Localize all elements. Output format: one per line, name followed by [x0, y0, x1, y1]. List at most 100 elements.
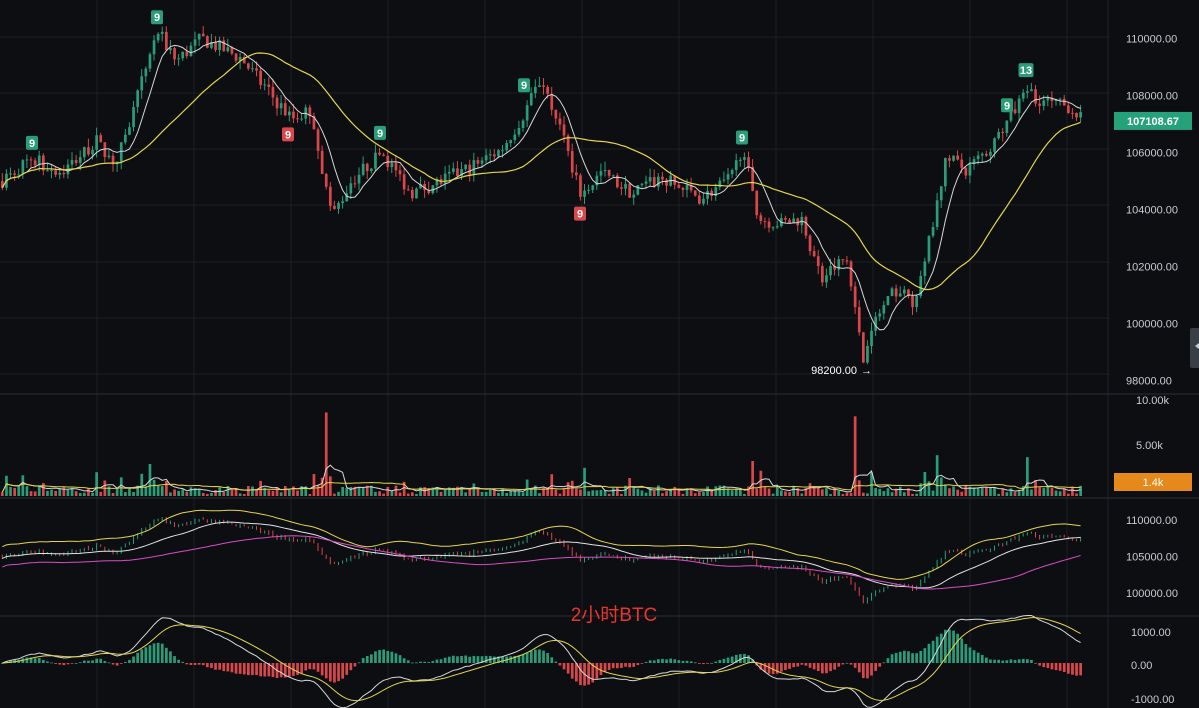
candle-down	[907, 289, 910, 296]
candle-up	[1079, 112, 1082, 118]
macd-bar	[1030, 659, 1033, 663]
volume-bar	[296, 490, 299, 496]
volume-bar	[898, 486, 902, 496]
volume-bar	[394, 485, 398, 496]
macd-bar	[915, 653, 918, 663]
candle-down	[62, 172, 66, 175]
candle-down	[894, 288, 898, 297]
volume-bar	[775, 485, 779, 496]
candle-up	[341, 201, 344, 204]
macd-bar	[948, 629, 951, 663]
candle-up	[648, 177, 652, 182]
volume-bar	[903, 492, 906, 496]
volume-bar	[210, 492, 213, 496]
macd-bar	[898, 651, 902, 663]
macd-bar	[283, 663, 287, 678]
candle-down	[324, 173, 328, 187]
macd-bar	[624, 663, 627, 667]
macd-bar	[767, 663, 771, 674]
macd-bar	[509, 656, 513, 663]
macd-bar	[78, 662, 82, 664]
candle-up	[472, 160, 476, 175]
candle-up	[17, 174, 21, 176]
volume-bar	[357, 487, 361, 496]
candle-up	[279, 103, 283, 109]
candle-up	[968, 163, 972, 176]
volume-bar	[878, 488, 882, 496]
volume-bar	[1046, 485, 1050, 496]
candle-up	[734, 160, 738, 171]
candle-up	[538, 85, 541, 87]
macd-bar	[1046, 663, 1050, 669]
candle-up	[919, 276, 923, 297]
volume-bar	[689, 488, 693, 496]
macd-bar	[652, 660, 656, 663]
candle-up	[726, 174, 730, 180]
volume-axis-tick: 5.00k	[1136, 440, 1163, 452]
macd-bar	[267, 663, 271, 677]
volume-bar	[119, 477, 123, 496]
macd-bar	[1071, 663, 1074, 675]
macd-bar	[726, 657, 730, 663]
td-marker-up	[26, 135, 38, 150]
macd-bar	[324, 663, 328, 679]
macd-bar	[300, 663, 303, 674]
volume-bar	[406, 493, 410, 496]
volume-bar	[862, 492, 865, 496]
candle-up	[1009, 109, 1013, 121]
candle-down	[456, 168, 459, 176]
volume-bar	[759, 470, 763, 496]
macd-bar	[784, 663, 787, 671]
candle-down	[816, 256, 820, 267]
candle-up	[1042, 100, 1046, 106]
macd-bar	[669, 658, 672, 663]
volume-bar	[952, 486, 955, 496]
candle-down	[320, 150, 324, 174]
candle-down	[1034, 89, 1037, 104]
volume-bar	[685, 488, 689, 496]
macd-bar	[939, 633, 943, 663]
volume-bar	[698, 492, 701, 496]
candle-down	[808, 235, 812, 252]
candle-up	[583, 190, 586, 197]
candle-up	[95, 135, 98, 150]
candle-down	[554, 109, 558, 119]
candle-up	[792, 218, 795, 224]
candle-down	[542, 85, 545, 87]
candle-down	[185, 51, 189, 57]
macd-bar	[710, 662, 713, 664]
candle-up	[9, 173, 12, 175]
volume-bar	[1075, 493, 1078, 496]
volume-bar	[730, 490, 734, 496]
volume-bar	[497, 493, 500, 496]
macd-bar	[107, 662, 111, 664]
candle-up	[505, 143, 508, 151]
macd-bar	[661, 658, 664, 663]
macd-bar	[1042, 663, 1046, 668]
candle-down	[1062, 98, 1066, 106]
volume-bar	[58, 488, 62, 496]
candle-down	[1001, 131, 1005, 134]
candle-down	[493, 154, 496, 157]
candle-down	[689, 184, 693, 191]
volume-bar	[644, 492, 648, 496]
price-scale-handle[interactable]	[1190, 328, 1199, 368]
candle-down	[628, 183, 631, 198]
macd-bar	[513, 655, 517, 663]
volume-bar	[206, 493, 209, 496]
volume-bar	[529, 488, 533, 496]
macd-bar	[821, 663, 824, 674]
macd-bar	[673, 659, 677, 663]
volume-bar	[390, 490, 394, 496]
macd-bar	[825, 663, 828, 674]
candle-up	[722, 179, 726, 181]
candle-up	[730, 170, 734, 175]
candle-down	[468, 164, 472, 175]
macd-bar	[394, 653, 398, 663]
volume-bar	[435, 486, 439, 496]
candle-up	[611, 175, 615, 177]
candle-down	[566, 135, 570, 152]
candle-up	[915, 296, 918, 308]
volume-bar	[648, 487, 652, 496]
